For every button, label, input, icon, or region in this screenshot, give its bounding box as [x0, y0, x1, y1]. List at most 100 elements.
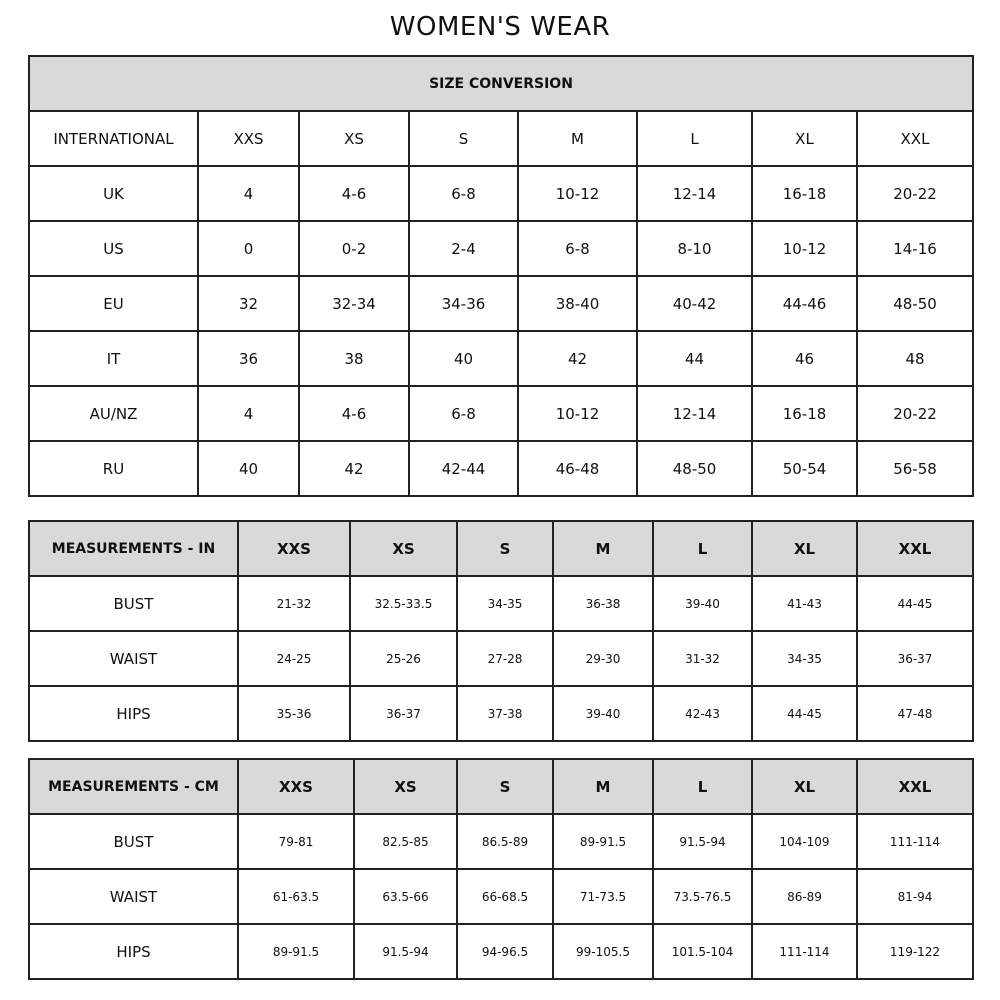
- table-cell: 2-4: [408, 220, 519, 277]
- table-cell: 61-63.5: [237, 868, 355, 925]
- table-cell: 36: [197, 330, 300, 387]
- table-cell: 39-40: [552, 685, 654, 742]
- row-label: US: [28, 220, 199, 277]
- table-cell: M: [552, 520, 654, 577]
- table-cell: 8-10: [636, 220, 753, 277]
- table-cell: XXL: [856, 758, 974, 815]
- table-row: EU 32 32-34 34-36 38-40 40-42 44-46 48-50: [28, 275, 974, 332]
- table-cell: 4-6: [298, 385, 410, 442]
- table-cell: 56-58: [856, 440, 974, 497]
- table-cell: M: [552, 758, 654, 815]
- table-cell: XS: [349, 520, 458, 577]
- table-cell: 99-105.5: [552, 923, 654, 980]
- table-cell: 101.5-104: [652, 923, 753, 980]
- table-cell: 21-32: [237, 575, 351, 632]
- table-cell: 20-22: [856, 165, 974, 222]
- table-cell: 16-18: [751, 165, 858, 222]
- table-cell: 111-114: [751, 923, 858, 980]
- table-cell: 14-16: [856, 220, 974, 277]
- table-cell: 82.5-85: [353, 813, 458, 870]
- table-cell: 16-18: [751, 385, 858, 442]
- measurements-cm-table: MEASUREMENTS - CM XXS XS S M L XL XXL BUST 79-81 8…: [28, 758, 974, 980]
- table-cell: 40: [197, 440, 300, 497]
- table-cell: 34-36: [408, 275, 519, 332]
- table-cell: 50-54: [751, 440, 858, 497]
- table-cell: 119-122: [856, 923, 974, 980]
- table-cell: 24-25: [237, 630, 351, 687]
- table-cell: XS: [298, 110, 410, 167]
- table-cell: 6-8: [408, 385, 519, 442]
- row-label: WAIST: [28, 868, 239, 925]
- table-cell: 46-48: [517, 440, 638, 497]
- table-cell: 40: [408, 330, 519, 387]
- table-cell: 6-8: [517, 220, 638, 277]
- table-row: BUST 21-32 32.5-33.5 34-35 36-38 39-40 41-43 44…: [28, 575, 974, 632]
- table-cell: 89-91.5: [237, 923, 355, 980]
- table-cell: 71-73.5: [552, 868, 654, 925]
- table-cell: 12-14: [636, 165, 753, 222]
- table-cell: 86-89: [751, 868, 858, 925]
- table-cell: 40-42: [636, 275, 753, 332]
- table-cell: XXL: [856, 520, 974, 577]
- table-cell: 34-35: [751, 630, 858, 687]
- table-cell: 47-48: [856, 685, 974, 742]
- table-cell: 4: [197, 165, 300, 222]
- table-header-row: MEASUREMENTS - IN XXS XS S M L XL XXL: [28, 520, 974, 577]
- table-cell: XXS: [237, 520, 351, 577]
- table-cell: 34-35: [456, 575, 554, 632]
- row-label: HIPS: [28, 685, 239, 742]
- table-cell: 91.5-94: [652, 813, 753, 870]
- table-cell: 32: [197, 275, 300, 332]
- table-cell: 42: [517, 330, 638, 387]
- table-cell: 73.5-76.5: [652, 868, 753, 925]
- table-row: RU 40 42 42-44 46-48 48-50 50-54 56-58: [28, 440, 974, 497]
- table-cell: 0-2: [298, 220, 410, 277]
- table-cell: M: [517, 110, 638, 167]
- table-cell: 79-81: [237, 813, 355, 870]
- table-row: WAIST 61-63.5 63.5-66 66-68.5 71-73.5 73.5-76…: [28, 868, 974, 925]
- table-cell: 38: [298, 330, 410, 387]
- table-cell: 63.5-66: [353, 868, 458, 925]
- table-cell: S: [456, 758, 554, 815]
- row-label: AU/NZ: [28, 385, 199, 442]
- table-cell: 41-43: [751, 575, 858, 632]
- row-label: INTERNATIONAL: [28, 110, 199, 167]
- row-label: BUST: [28, 813, 239, 870]
- table-cell: 38-40: [517, 275, 638, 332]
- table-cell: 86.5-89: [456, 813, 554, 870]
- table-cell: 36-38: [552, 575, 654, 632]
- table-cell: 48: [856, 330, 974, 387]
- row-label: WAIST: [28, 630, 239, 687]
- table-cell: XXL: [856, 110, 974, 167]
- table-cell: XL: [751, 520, 858, 577]
- table-cell: 104-109: [751, 813, 858, 870]
- table-cell: XL: [751, 110, 858, 167]
- table-cell: L: [652, 520, 753, 577]
- table-cell: L: [636, 110, 753, 167]
- row-label: IT: [28, 330, 199, 387]
- table-cell: L: [652, 758, 753, 815]
- row-label: RU: [28, 440, 199, 497]
- row-label: MEASUREMENTS - CM: [28, 758, 239, 815]
- table-cell: 10-12: [751, 220, 858, 277]
- table-cell: 20-22: [856, 385, 974, 442]
- table-cell: XXS: [237, 758, 355, 815]
- table-cell: XL: [751, 758, 858, 815]
- row-label: UK: [28, 165, 199, 222]
- table-cell: 44-45: [856, 575, 974, 632]
- table-row: WAIST 24-25 25-26 27-28 29-30 31-32 34-35 36-37: [28, 630, 974, 687]
- table-cell: 44: [636, 330, 753, 387]
- table-title: SIZE CONVERSION: [28, 55, 974, 112]
- table-cell: 81-94: [856, 868, 974, 925]
- table-row: AU/NZ 4 4-6 6-8 10-12 12-14 16-18 20-22: [28, 385, 974, 442]
- table-cell: 111-114: [856, 813, 974, 870]
- table-cell: 48-50: [856, 275, 974, 332]
- page-title: WOMEN'S WEAR: [389, 12, 611, 42]
- table-cell: 66-68.5: [456, 868, 554, 925]
- table-cell: 27-28: [456, 630, 554, 687]
- table-cell: S: [456, 520, 554, 577]
- table-cell: 32-34: [298, 275, 410, 332]
- table-cell: 4-6: [298, 165, 410, 222]
- row-label: HIPS: [28, 923, 239, 980]
- table-cell: 44-45: [751, 685, 858, 742]
